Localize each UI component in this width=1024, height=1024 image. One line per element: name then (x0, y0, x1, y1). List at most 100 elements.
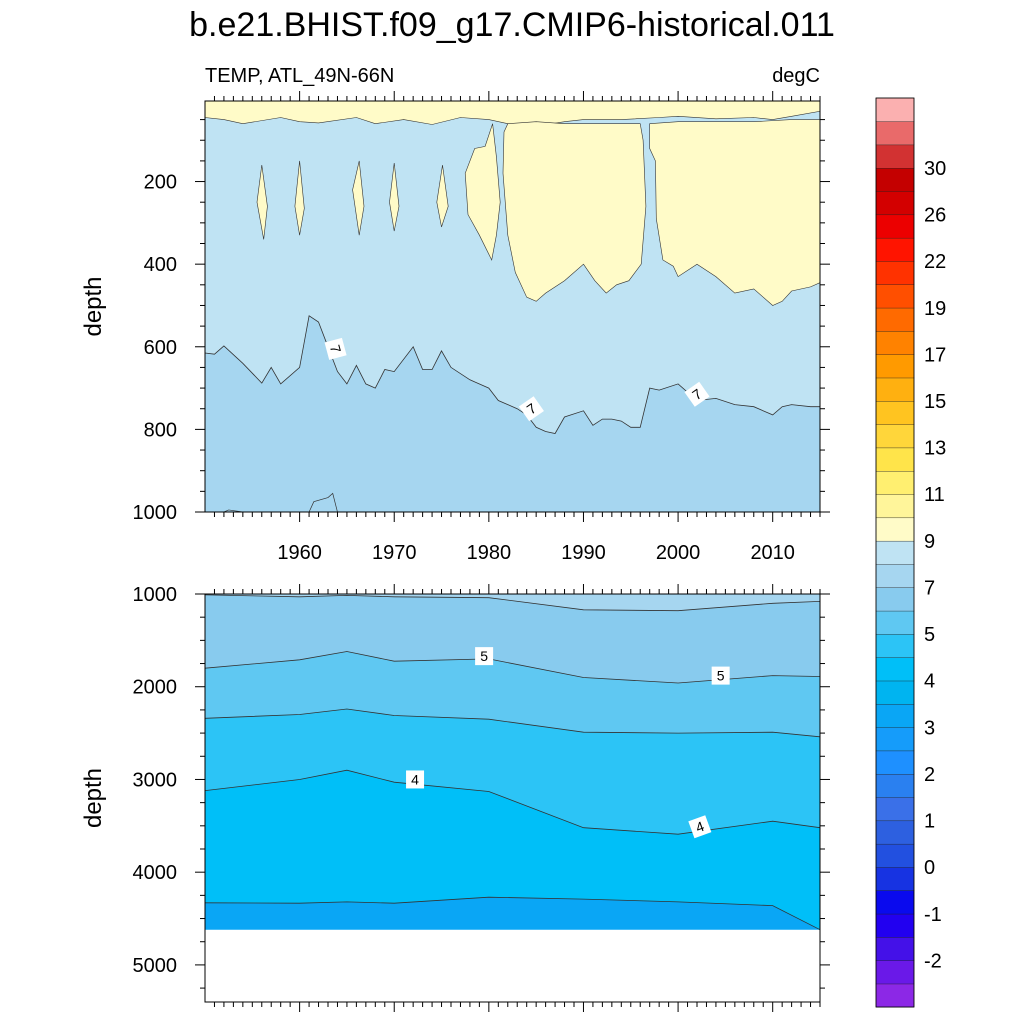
colorbar-swatch (875, 330, 915, 355)
lower-contour-label-1: 5 (711, 666, 730, 685)
lower-contour-label-3: 4 (688, 815, 712, 839)
colorbar-label: 17 (924, 344, 946, 366)
colorbar-swatch (875, 983, 915, 1008)
colorbar-label: -1 (924, 904, 942, 926)
colorbar-swatch (875, 680, 915, 705)
colorbar-swatch (875, 214, 915, 239)
colorbar-swatch (875, 354, 915, 379)
upper-y-tick-label: 200 (144, 172, 177, 194)
upper-contour-label-bg (518, 396, 544, 422)
colorbar-frame (875, 97, 915, 1008)
upper-isotherm-6-fragment (308, 492, 338, 513)
chart-title: b.e21.BHIST.f09_g17.CMIP6-historical.011 (189, 6, 835, 44)
colorbar-swatch (875, 797, 915, 822)
upper-warm-region-1 (256, 164, 268, 240)
colorbar-swatch (875, 727, 915, 752)
colorbar-label: 3 (924, 717, 935, 739)
colorbar-label: -2 (924, 950, 942, 972)
lower-y-tick-label: 2000 (133, 677, 178, 699)
lower-y-tick-label: 5000 (133, 955, 178, 977)
colorbar-swatch (875, 167, 915, 192)
lower-isotherm-4-5-depth-line (204, 708, 821, 738)
colorbar-label: 11 (924, 484, 945, 506)
upper-warm-region-7 (502, 121, 647, 302)
colorbar-label: 15 (924, 391, 946, 413)
colorbar-swatch (875, 890, 915, 915)
upper-warm-region-6 (464, 123, 501, 261)
upper-panel: 7 7 7 1960 1970 1980 1990 2000 2010 200 400 600 800 1… (80, 91, 830, 564)
colorbar-swatch (875, 633, 915, 658)
colorbar-swatch (875, 517, 915, 542)
colorbar-swatch (875, 587, 915, 612)
lower-plot-frame (204, 593, 821, 1003)
lower-panel: 5 5 4 4 1000 2000 3000 4000 5000 depth (80, 584, 830, 1012)
colorbar-label: 7 (924, 578, 935, 600)
colorbar-swatch (875, 773, 915, 798)
upper-warm-region-4 (389, 162, 400, 232)
colorbar-swatch (875, 913, 915, 938)
lower-contour-label-bg (406, 770, 425, 789)
colorbar-label: 26 (924, 205, 946, 227)
colorbar-swatch (875, 260, 915, 285)
colorbar-swatch (875, 470, 915, 495)
upper-x-tick-label: 1980 (467, 542, 512, 564)
colorbar-swatch (875, 936, 915, 961)
colorbar-label: 30 (924, 158, 946, 180)
upper-x-tick-label: 2000 (656, 542, 701, 564)
lower-contour-label-text: 5 (480, 648, 488, 664)
lower-contour-label-bg (711, 666, 730, 685)
upper-plot-frame (204, 100, 821, 513)
variable-region-label: TEMP, ATL_49N-66N (205, 65, 394, 87)
colorbar-swatch (875, 866, 915, 891)
lower-y-tick-label: 3000 (133, 769, 178, 791)
colorbar-label: 19 (924, 298, 946, 320)
colorbar-swatch (875, 563, 915, 588)
lower-y-tick-label: 1000 (133, 584, 178, 606)
colorbar-label: 0 (924, 857, 935, 879)
colorbar-label: 2 (924, 764, 935, 786)
upper-contour-label-text: 7 (327, 343, 345, 355)
lower-isotherm-4-depth-line (204, 769, 821, 835)
upper-warm-region-8 (649, 119, 821, 306)
lower-y-tick-label: 4000 (133, 862, 178, 884)
colorbar-swatch (875, 703, 915, 728)
colorbar-swatch (875, 540, 915, 565)
colorbar-label: 13 (924, 438, 946, 460)
colorbar-swatch (875, 447, 915, 472)
upper-contour-label-1: 7 (518, 396, 544, 422)
upper-y-tick-label: 400 (144, 254, 177, 276)
upper-y-tick-label: 1000 (133, 502, 178, 524)
colorbar-swatch (875, 843, 915, 868)
upper-warm-region-2 (294, 160, 305, 236)
colorbar-swatch (875, 494, 915, 519)
colorbar-swatch (875, 610, 915, 635)
colorbar-label: 22 (924, 251, 946, 273)
colorbar-swatch (875, 750, 915, 775)
colorbar-swatch (875, 307, 915, 332)
lower-contour-label-bg (688, 815, 712, 839)
lower-band-6-7 (205, 594, 820, 611)
upper-contour-label-0: 7 (324, 337, 347, 360)
lower-band-5-6 (205, 594, 820, 683)
upper-warm-region-3 (352, 160, 365, 236)
lower-isotherm-3-5-depth-line (204, 896, 821, 931)
lower-contour-label-text: 5 (717, 668, 725, 684)
lower-y-axis-title: depth (80, 768, 107, 828)
upper-y-tick-label: 600 (144, 337, 177, 359)
colorbar-swatch (875, 97, 915, 122)
colorbar-swatch (875, 191, 915, 216)
colorbar: -2 -1 0 1 2 3 4 5 7 9 11 13 15 17 19 22 26 30 (875, 97, 946, 1008)
upper-contour-label-bg (324, 337, 347, 360)
colorbar-swatch (875, 284, 915, 309)
colorbar-swatch (875, 400, 915, 425)
lower-isotherm-6-depth-line (204, 594, 821, 612)
colorbar-swatch (875, 960, 915, 985)
colorbar-label: 1 (924, 811, 935, 833)
upper-contour-label-2: 7 (684, 381, 710, 407)
colorbar-swatch (875, 820, 915, 845)
colorbar-swatch (875, 121, 915, 146)
colorbar-swatch (875, 144, 915, 169)
upper-x-tick-label: 2010 (750, 542, 795, 564)
upper-isotherm-6-fragment (223, 509, 243, 513)
